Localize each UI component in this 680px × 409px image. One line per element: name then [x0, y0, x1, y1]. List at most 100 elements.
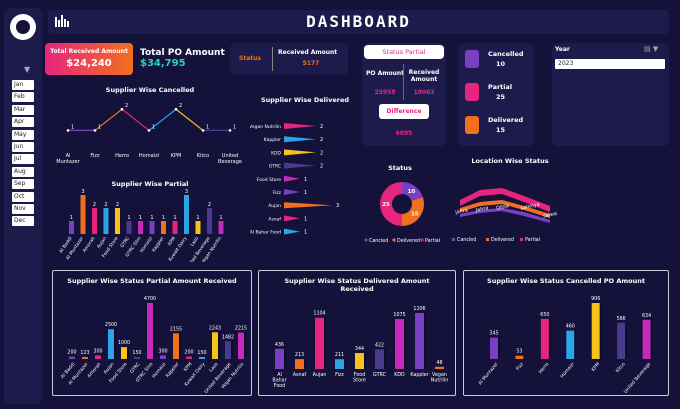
location-legend-label: Cancled — [457, 237, 476, 243]
amount-tick-label: GTRC — [129, 361, 142, 374]
year-option[interactable]: 2023 — [555, 59, 665, 69]
amount-bar — [121, 347, 127, 359]
amount-bar — [415, 313, 424, 369]
partial-bar — [149, 221, 155, 234]
month-option-sep[interactable]: Sep — [12, 179, 34, 190]
partial-bar — [172, 221, 178, 234]
amount-data-label: 300 — [93, 348, 102, 354]
amount-bar-side — [179, 331, 181, 359]
amount-bar — [335, 359, 344, 369]
delivered-tick-label: Asnaf — [268, 216, 281, 222]
amount-tick-label: Fizz — [335, 372, 344, 378]
location-legend-swatch — [452, 238, 455, 241]
cancelled-line-segment — [94, 108, 123, 131]
amount-tick-label: Bahar — [272, 378, 286, 384]
amount-bar — [82, 357, 88, 359]
amount-bar — [160, 355, 166, 359]
month-option-jan[interactable]: Jan — [12, 80, 34, 90]
delivered-bar — [284, 162, 316, 169]
delivered-tick-label: Al Bahar Food — [250, 230, 281, 236]
bar-chart-icon — [55, 15, 69, 27]
month-option-nov[interactable]: Nov — [12, 204, 34, 214]
amount-bar-side — [244, 330, 246, 359]
month-option-jul[interactable]: Jul — [12, 154, 34, 165]
partial-data-label: 3 — [185, 189, 188, 195]
delivered-data-label: 1 — [304, 177, 307, 183]
partial-bar — [138, 221, 143, 234]
donut-data-label: 15 — [411, 211, 419, 217]
cancelled-line-segment — [121, 108, 150, 131]
donut-data-label: 25 — [382, 202, 390, 208]
partial-data-label: 1 — [150, 215, 153, 221]
delivered-bar — [284, 215, 300, 222]
cancelled-tick-label: Al — [66, 153, 71, 159]
cancelled-chart-title: Supplier Wise Cancelled — [105, 86, 195, 94]
month-option-mar[interactable]: Mar — [12, 104, 34, 115]
amount-bar-side — [127, 345, 129, 359]
cancelled-point — [201, 129, 205, 132]
amount-bar — [212, 332, 218, 359]
filter-icon[interactable]: ▼ — [24, 65, 31, 74]
amount-tick-label: Lazo — [208, 361, 220, 373]
amount-data-label: 4700 — [144, 296, 156, 302]
amount-bar — [591, 303, 600, 359]
cancelled-point — [66, 129, 70, 132]
amount-tick-label: Fizz — [515, 361, 525, 372]
title-bar: DASHBOARD — [48, 10, 669, 34]
partial-bar — [92, 208, 97, 234]
month-option-oct[interactable]: Oct — [12, 191, 34, 202]
amount-bar — [199, 357, 205, 359]
month-option-dec[interactable]: Dec — [12, 216, 34, 227]
delivered-data-label: 2 — [320, 137, 323, 143]
partial-bar — [69, 221, 74, 234]
partial-data-label: 1 — [173, 215, 176, 221]
month-option-apr[interactable]: Apr — [12, 117, 34, 128]
amount-tick-label: Store — [353, 378, 366, 384]
amount-data-label: 2500 — [105, 322, 117, 328]
kpi-received-label: Total Received Amount — [50, 48, 128, 55]
partial-data-label: 1 — [219, 215, 222, 221]
amount-tick-label: KDD — [394, 372, 405, 378]
amount-bar-side — [599, 301, 602, 359]
amount-bar-side — [548, 316, 551, 359]
partial-data-label: 2 — [93, 202, 96, 208]
status-cancelled-value: 10 — [496, 60, 506, 68]
page-title: DASHBOARD — [306, 12, 411, 31]
amount-tick-label: Food — [354, 372, 366, 378]
amount-bar-side — [101, 353, 103, 359]
partial-tick-label: GTRC — [119, 236, 131, 249]
partial-data-label: 1 — [127, 215, 130, 221]
amount-data-label: 1104 — [313, 311, 325, 317]
status-label: Status — [239, 55, 261, 62]
amount-data-label: 200 — [184, 350, 193, 356]
amount-data-label: 344 — [355, 346, 364, 352]
amount-data-label: 1482 — [222, 334, 234, 340]
amount-bar — [108, 329, 114, 359]
amount-data-label: 436 — [275, 342, 284, 348]
amount-bar — [375, 349, 384, 369]
amount-bar-side — [284, 346, 286, 369]
amount-bar-side — [75, 354, 77, 359]
delivered-data-label: 2 — [320, 124, 323, 130]
month-option-may[interactable]: May — [12, 129, 34, 140]
kpi-po-label: Total PO Amount — [140, 48, 225, 58]
cancelled-point — [147, 129, 151, 132]
delivered-bar — [284, 202, 332, 209]
filter-clear-icon[interactable]: ▤ ▼ — [644, 45, 659, 53]
cancelled-tick-label: Muntazer — [56, 159, 80, 165]
partial-data-label: 1 — [70, 215, 73, 221]
year-slicer: Year ▤ ▼ 2023 — [552, 43, 669, 146]
amount-bar-side — [166, 353, 168, 359]
month-option-feb[interactable]: Feb — [12, 92, 34, 103]
amount-data-label: 150 — [132, 350, 141, 356]
difference-button[interactable]: Difference — [379, 104, 429, 119]
month-option-jun[interactable]: Jun — [12, 142, 34, 152]
delivered-bar — [284, 123, 316, 129]
amount-tick-label: United Beverage — [623, 361, 652, 394]
amount-data-label: 345 — [489, 331, 498, 337]
app-logo-icon[interactable] — [10, 14, 36, 40]
month-option-aug[interactable]: Aug — [12, 166, 34, 177]
location-legend-label: Delivered — [491, 237, 514, 243]
location-series-ribbon — [460, 188, 550, 212]
